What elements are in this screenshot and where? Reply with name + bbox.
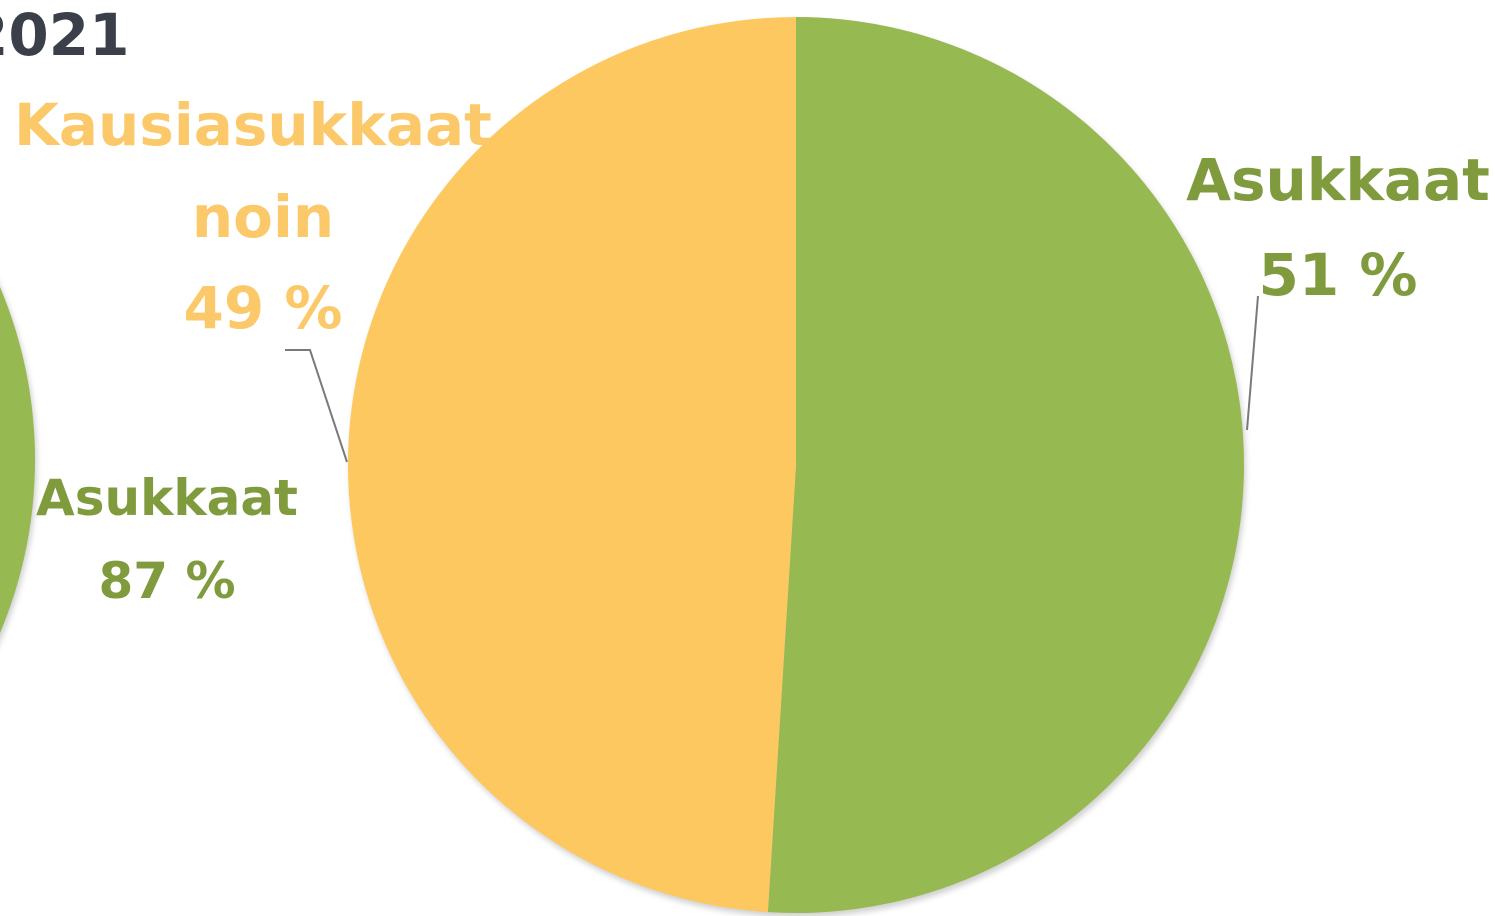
leader-line-residents	[1246, 295, 1259, 431]
slice-value-main-residents: 51 %	[1258, 241, 1417, 309]
main-pie-slice-1	[347, 17, 796, 913]
slice-value-left-residents: 87 %	[98, 552, 235, 610]
main-pie	[347, 17, 1246, 916]
slice-value-main-seasonal: 49 %	[183, 274, 342, 342]
main-pie-slice-0	[767, 17, 1244, 913]
seasonal-label-line-2: noin	[192, 183, 334, 251]
left-pie-slice-0	[0, 287, 35, 633]
slice-label-main-seasonal: Kausiasukkaat noin	[14, 91, 512, 251]
leader-line-seasonal	[285, 349, 348, 463]
seasonal-label-line-1: Kausiasukkaat	[14, 91, 492, 159]
left-pie	[0, 286, 37, 642]
chart-title-fragment: 2021	[0, 1, 129, 69]
slice-label-main-residents: Asukkaat	[1186, 146, 1490, 214]
slice-label-left-residents: Asukkaat	[36, 469, 298, 527]
